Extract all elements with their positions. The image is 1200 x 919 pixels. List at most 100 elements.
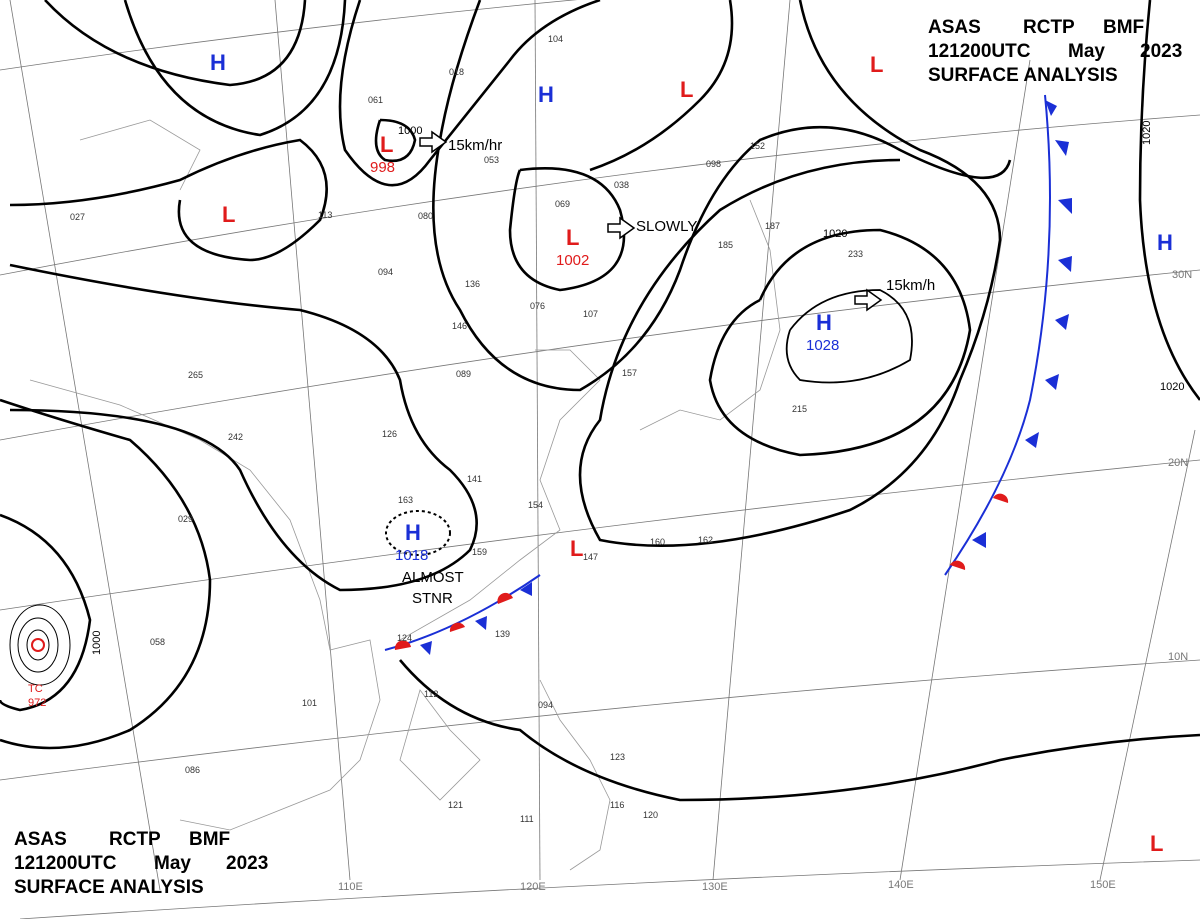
station-value: 029 <box>178 514 193 524</box>
isobar-label: 1000 <box>398 125 422 137</box>
station-value: 147 <box>583 552 598 562</box>
movement-label: STNR <box>412 590 453 607</box>
latitude-label: 30N <box>1172 269 1192 281</box>
movement-label: 15km/h <box>886 277 935 294</box>
header-year: 2023 <box>226 853 268 874</box>
center-pressure: 1028 <box>806 337 839 354</box>
header-time: 121200UTC <box>14 853 117 874</box>
station-value: 113 <box>318 210 332 220</box>
station-value: 160 <box>650 537 665 547</box>
station-value: 123 <box>610 752 625 762</box>
header-office: BMF <box>189 829 230 850</box>
longitude-label: 120E <box>520 881 546 893</box>
station-value: 018 <box>449 67 464 77</box>
station-value: 112 <box>424 689 438 699</box>
center-symbol: L <box>680 77 693 102</box>
center-symbol: L <box>870 52 883 77</box>
station-value: 146 <box>452 321 467 331</box>
station-value: 163 <box>398 495 413 505</box>
station-value: 058 <box>150 637 165 647</box>
movement-label: ALMOST <box>402 569 464 586</box>
header-agency: ASAS <box>14 829 67 850</box>
center-symbol: L <box>1150 831 1163 856</box>
coastlines <box>29 119 781 871</box>
longitude-label: 150E <box>1090 879 1116 891</box>
latitude-label: 20N <box>1168 457 1188 469</box>
station-value: 215 <box>792 404 807 414</box>
station-value: 120 <box>643 810 658 820</box>
station-value: 104 <box>548 34 563 44</box>
station-value: 152 <box>750 141 765 151</box>
station-value: 038 <box>614 180 629 190</box>
center-symbol: L <box>570 536 583 561</box>
longitude-label: 140E <box>888 879 914 891</box>
station-value: 089 <box>456 369 471 379</box>
arrows <box>419 130 883 312</box>
center-pressure: 972 <box>28 697 46 709</box>
center-pressure: 1002 <box>556 252 589 269</box>
station-value: 086 <box>185 765 200 775</box>
header-station: RCTP <box>109 829 161 850</box>
header-month: May <box>154 853 191 874</box>
station-value: 185 <box>718 240 733 250</box>
header-year: 2023 <box>1140 41 1182 62</box>
isobar-label: 1020 <box>1160 381 1184 393</box>
center-symbol: H <box>1157 230 1173 255</box>
header-office: BMF <box>1103 17 1144 38</box>
movement-label: 15km/hr <box>448 137 502 154</box>
isobar-label: 1020 <box>1141 121 1153 145</box>
center-symbol: H <box>405 520 421 545</box>
station-value: 154 <box>528 500 543 510</box>
longitude-label: 110E <box>338 881 363 893</box>
station-value: 162 <box>698 535 713 545</box>
header-product: SURFACE ANALYSIS <box>928 65 1118 86</box>
center-pressure: 998 <box>370 159 395 176</box>
center-pressure: 1018 <box>395 547 428 564</box>
center-symbol: L <box>566 225 579 250</box>
station-value: 242 <box>228 432 243 442</box>
longitude-label: 130E <box>702 881 728 893</box>
station-value: 027 <box>70 212 85 222</box>
center-symbol: H <box>816 310 832 335</box>
station-value: 053 <box>484 155 499 165</box>
tc-symbol <box>31 638 45 652</box>
station-value: 069 <box>555 199 570 209</box>
station-value: 111 <box>520 814 534 824</box>
station-value: 098 <box>706 159 721 169</box>
station-value: 116 <box>610 800 624 810</box>
center-symbol: H <box>538 82 554 107</box>
station-value: 124 <box>397 633 412 643</box>
center-symbol: TC <box>28 683 43 695</box>
station-value: 107 <box>583 309 598 319</box>
station-value: 094 <box>378 267 393 277</box>
header-time: 121200UTC <box>928 41 1031 62</box>
center-symbol: L <box>380 132 393 157</box>
isobar-label: 1000 <box>91 631 103 655</box>
station-value: 121 <box>448 800 463 810</box>
station-value: 080 <box>418 211 433 221</box>
center-symbol: L <box>222 202 235 227</box>
station-value: 101 <box>302 698 317 708</box>
station-value: 187 <box>765 221 780 231</box>
latitude-label: 10N <box>1168 651 1188 663</box>
isobar-label: 1020 <box>823 228 847 240</box>
center-symbol: H <box>210 50 226 75</box>
movement-label: SLOWLY <box>636 218 697 235</box>
fronts <box>384 94 1072 655</box>
station-value: 233 <box>848 249 863 259</box>
isobars <box>0 0 1200 802</box>
station-value: 139 <box>495 629 510 639</box>
station-value: 141 <box>467 474 482 484</box>
header-product: SURFACE ANALYSIS <box>14 877 204 898</box>
station-value: 265 <box>188 370 203 380</box>
station-value: 136 <box>465 279 480 289</box>
station-value: 157 <box>622 368 637 378</box>
station-value: 159 <box>472 547 487 557</box>
header-station: RCTP <box>1023 17 1075 38</box>
header-agency: ASAS <box>928 17 981 38</box>
station-value: 061 <box>368 95 383 105</box>
station-value: 094 <box>538 700 553 710</box>
